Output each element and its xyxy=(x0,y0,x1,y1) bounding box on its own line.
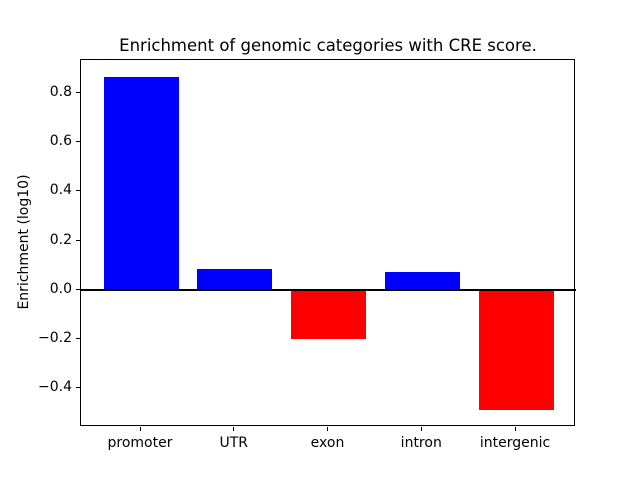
y-tick-label: 0.2 xyxy=(49,231,72,248)
x-tick-label-promoter: promoter xyxy=(107,435,173,451)
bar-UTR xyxy=(197,269,273,291)
x-tick-label-intergenic: intergenic xyxy=(479,435,551,451)
x-tick-label-intron: intron xyxy=(400,435,442,451)
y-tick-label: 0.8 xyxy=(49,84,72,101)
y-tick-label: −0.4 xyxy=(38,378,72,395)
x-tick-label-exon: exon xyxy=(310,435,345,451)
y-tick-mark xyxy=(76,190,80,192)
y-tick-mark xyxy=(76,288,80,290)
bar-promoter xyxy=(103,76,179,291)
bar-intergenic xyxy=(478,290,554,411)
plot-area xyxy=(80,59,576,426)
chart-title: Enrichment of genomic categories with CR… xyxy=(119,36,537,55)
y-tick-label: 0.6 xyxy=(49,133,72,150)
y-tick-label: −0.2 xyxy=(38,329,72,346)
x-tick-mark xyxy=(514,427,516,431)
y-tick-mark xyxy=(76,141,80,143)
bar-intron xyxy=(384,271,460,291)
y-tick-mark xyxy=(76,92,80,94)
y-tick-label: 0.4 xyxy=(49,182,72,199)
y-tick-label: 0.0 xyxy=(49,280,72,297)
bar-exon xyxy=(291,290,366,340)
x-tick-mark xyxy=(233,427,235,431)
x-tick-mark xyxy=(139,427,141,431)
y-tick-mark xyxy=(76,337,80,339)
y-tick-mark xyxy=(76,239,80,241)
zero-line xyxy=(81,289,576,292)
y-tick-mark xyxy=(76,386,80,388)
x-tick-label-UTR: UTR xyxy=(219,435,249,451)
x-tick-mark xyxy=(327,427,328,431)
y-axis-label: Enrichment (log10) xyxy=(16,174,32,310)
x-tick-mark xyxy=(420,427,422,431)
